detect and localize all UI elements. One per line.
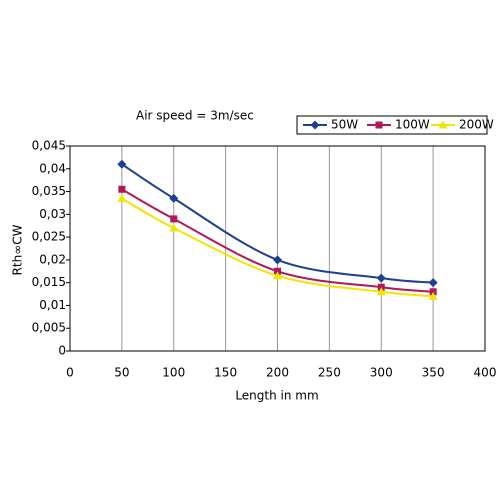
marker — [169, 193, 179, 203]
marker — [273, 271, 282, 280]
y-tick-label: 0 — [58, 344, 66, 358]
marker — [310, 120, 320, 130]
marker — [428, 278, 438, 288]
marker — [273, 255, 282, 265]
marker — [429, 288, 437, 296]
y-tick-label: 0,045 — [32, 139, 66, 153]
x-tick-label: 350 — [422, 366, 445, 380]
marker — [376, 287, 386, 296]
marker — [118, 185, 126, 193]
y-tick-label: 0,02 — [39, 252, 66, 266]
marker — [438, 120, 448, 129]
marker — [170, 215, 178, 223]
x-tick-label: 50 — [114, 366, 129, 380]
y-tick-label: 0,025 — [32, 230, 66, 244]
x-tick-label: 100 — [162, 366, 185, 380]
y-tick-label: 0,01 — [39, 298, 66, 312]
legend-box — [296, 115, 488, 135]
legend-label: 200W — [459, 118, 494, 132]
legend-label: 50W — [331, 118, 358, 132]
y-axis-label: Rth∞CW — [11, 224, 25, 275]
x-tick-label: 400 — [474, 366, 497, 380]
marker — [117, 159, 127, 169]
plot-area — [69, 145, 486, 352]
marker — [428, 291, 438, 300]
marker — [274, 267, 281, 275]
x-tick-label: 250 — [318, 366, 341, 380]
legend-label: 100W — [395, 118, 430, 132]
x-tick-label: 150 — [214, 366, 237, 380]
y-tick-label: 0,03 — [39, 207, 66, 221]
marker — [117, 193, 127, 202]
marker — [377, 283, 385, 291]
x-tick-label: 300 — [370, 366, 393, 380]
x-tick-label: 200 — [266, 366, 289, 380]
marker — [376, 273, 386, 283]
y-tick-label: 0,015 — [32, 275, 66, 289]
marker — [169, 223, 179, 232]
marker — [375, 121, 383, 129]
chart-title: Air speed = 3m/sec — [136, 109, 254, 123]
x-tick-label: 0 — [66, 366, 74, 380]
x-axis-label: Length in mm — [235, 389, 318, 403]
y-tick-label: 0,005 — [32, 321, 66, 335]
y-tick-label: 0,04 — [39, 161, 66, 175]
y-tick-label: 0,035 — [32, 184, 66, 198]
